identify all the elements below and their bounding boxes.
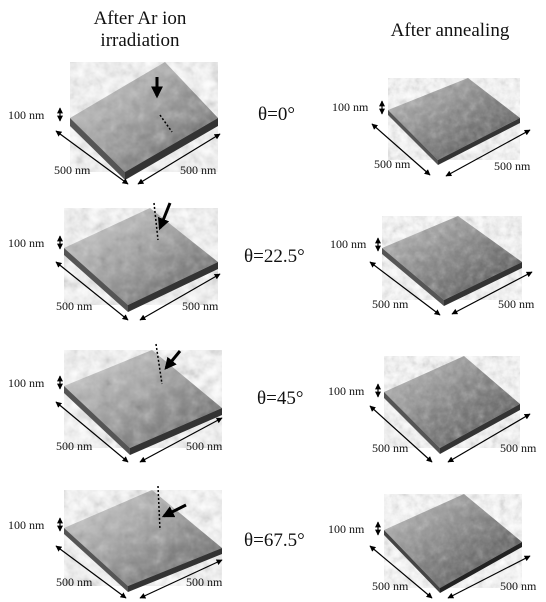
column-header-annealing: After annealing (390, 20, 510, 41)
angle-label-22-5: θ=22.5° (244, 246, 305, 267)
side-scale-label: 500 nm (56, 439, 93, 453)
height-scale-label: 100 nm (8, 518, 45, 532)
side-scale-label: 500 nm (500, 441, 537, 455)
height-scale-label: 100 nm (8, 236, 45, 250)
side-scale-label: 500 nm (374, 157, 411, 171)
height-scale-label: 100 nm (8, 108, 45, 122)
side-scale-label: 500 nm (186, 575, 223, 589)
angle-label-0: θ=0° (258, 104, 295, 125)
header-line-1: After Ar ion (93, 8, 187, 29)
height-scale-label: 100 nm (332, 100, 369, 114)
header-line-2: irradiation (100, 29, 180, 51)
afm-image-annealed-22-5 (369, 216, 533, 316)
side-scale-label: 500 nm (498, 297, 535, 311)
side-scale-label: 500 nm (494, 159, 531, 173)
afm-image-annealed-45 (369, 356, 531, 463)
side-scale-label: 500 nm (186, 439, 223, 453)
dotted-guide (157, 485, 161, 531)
afm-image-irradiated-67-5 (55, 485, 223, 599)
column-header-irradiation: After Ar ion irradiation (70, 8, 210, 52)
height-scale-label: 100 nm (8, 376, 45, 390)
afm-image-irradiated-0 (55, 62, 221, 185)
side-scale-label: 500 nm (372, 579, 409, 593)
afm-image-irradiated-45 (55, 343, 223, 463)
side-scale-label: 500 nm (56, 299, 93, 313)
dotted-guide (159, 114, 173, 133)
height-scale-label: 100 nm (328, 384, 365, 398)
side-scale-label: 500 nm (372, 297, 409, 311)
side-scale-label: 500 nm (372, 441, 409, 455)
arrow-icon (157, 202, 172, 231)
angle-label-45: θ=45° (257, 388, 304, 409)
arrow-icon (164, 350, 182, 370)
afm-image-irradiated-22-5 (55, 202, 221, 321)
height-scale-label: 100 nm (330, 237, 367, 251)
side-scale-label: 500 nm (500, 579, 537, 593)
side-scale-label: 500 nm (54, 163, 91, 177)
height-scale-label: 100 nm (328, 522, 365, 536)
dotted-guide (155, 343, 163, 385)
angle-label-67-5: θ=67.5° (244, 530, 305, 551)
side-scale-label: 500 nm (56, 575, 93, 589)
side-scale-label: 500 nm (182, 299, 219, 313)
afm-image-annealed-0 (371, 78, 531, 177)
side-scale-label: 500 nm (180, 163, 217, 177)
afm-image-annealed-67-5 (369, 494, 531, 599)
arrow-icon (161, 503, 187, 518)
